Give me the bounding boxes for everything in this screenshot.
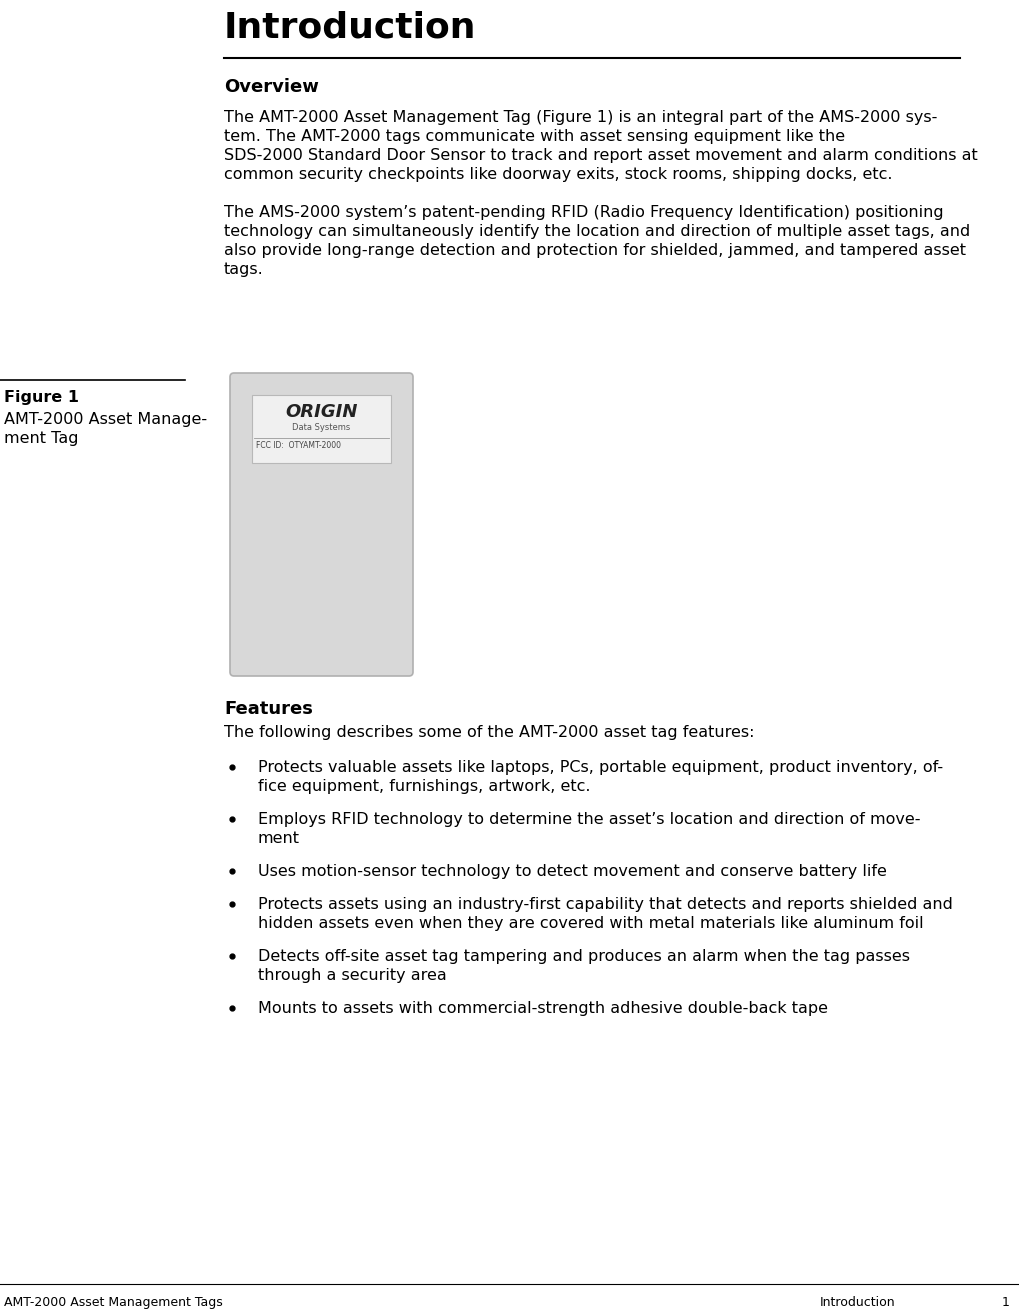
Text: Protects valuable assets like laptops, PCs, portable equipment, product inventor: Protects valuable assets like laptops, P… (258, 760, 944, 775)
FancyBboxPatch shape (230, 374, 413, 676)
Text: Protects assets using an industry-first capability that detects and reports shie: Protects assets using an industry-first … (258, 897, 953, 912)
Text: ORIGIN: ORIGIN (285, 402, 358, 421)
Text: ment Tag: ment Tag (4, 431, 78, 446)
Text: Features: Features (224, 700, 313, 718)
Text: Introduction: Introduction (224, 10, 477, 45)
Text: hidden assets even when they are covered with metal materials like aluminum foil: hidden assets even when they are covered… (258, 916, 923, 931)
Text: tem. The AMT-2000 tags communicate with asset sensing equipment like the: tem. The AMT-2000 tags communicate with … (224, 128, 845, 144)
Text: Figure 1: Figure 1 (4, 389, 79, 405)
Text: tags.: tags. (224, 262, 264, 277)
Text: Employs RFID technology to determine the asset’s location and direction of move-: Employs RFID technology to determine the… (258, 812, 920, 827)
Text: SDS-2000 Standard Door Sensor to track and report asset movement and alarm condi: SDS-2000 Standard Door Sensor to track a… (224, 148, 978, 163)
Text: Data Systems: Data Systems (292, 423, 351, 433)
Text: Introduction: Introduction (820, 1297, 896, 1308)
Text: The AMT-2000 Asset Management Tag (Figure 1) is an integral part of the AMS-2000: The AMT-2000 Asset Management Tag (Figur… (224, 110, 937, 125)
Text: Detects off-site asset tag tampering and produces an alarm when the tag passes: Detects off-site asset tag tampering and… (258, 949, 910, 964)
Text: The following describes some of the AMT-2000 asset tag features:: The following describes some of the AMT-… (224, 725, 754, 739)
Text: through a security area: through a security area (258, 968, 446, 983)
Text: AMT-2000 Asset Management Tags: AMT-2000 Asset Management Tags (4, 1297, 223, 1308)
Text: The AMS-2000 system’s patent-pending RFID (Radio Frequency Identification) posit: The AMS-2000 system’s patent-pending RFI… (224, 205, 944, 220)
Text: also provide long-range detection and protection for shielded, jammed, and tampe: also provide long-range detection and pr… (224, 243, 966, 258)
Text: Uses motion-sensor technology to detect movement and conserve battery life: Uses motion-sensor technology to detect … (258, 864, 887, 878)
Text: ment: ment (258, 831, 300, 846)
Text: common security checkpoints like doorway exits, stock rooms, shipping docks, etc: common security checkpoints like doorway… (224, 166, 893, 182)
Text: Mounts to assets with commercial-strength adhesive double-back tape: Mounts to assets with commercial-strengt… (258, 1002, 828, 1016)
Bar (252, 395, 391, 463)
Text: Overview: Overview (224, 77, 319, 96)
Text: 1: 1 (1002, 1297, 1010, 1308)
Text: FCC ID:  OTYAMT-2000: FCC ID: OTYAMT-2000 (256, 440, 341, 450)
Text: fice equipment, furnishings, artwork, etc.: fice equipment, furnishings, artwork, et… (258, 779, 590, 794)
Text: AMT-2000 Asset Manage-: AMT-2000 Asset Manage- (4, 412, 207, 427)
Text: technology can simultaneously identify the location and direction of multiple as: technology can simultaneously identify t… (224, 224, 970, 239)
